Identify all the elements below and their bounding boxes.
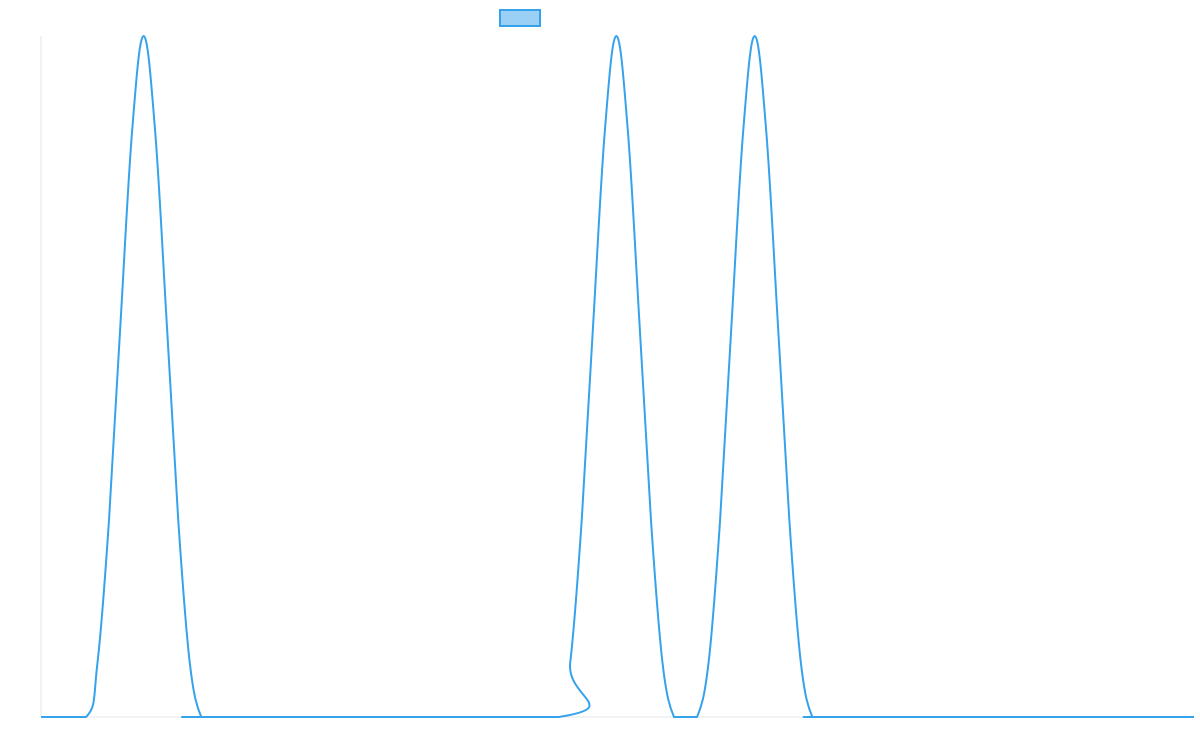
- series-line-0[interactable]: [40, 35, 1194, 719]
- legend[interactable]: [499, 9, 541, 27]
- series-group: [40, 35, 1194, 719]
- legend-swatch[interactable]: [499, 9, 541, 27]
